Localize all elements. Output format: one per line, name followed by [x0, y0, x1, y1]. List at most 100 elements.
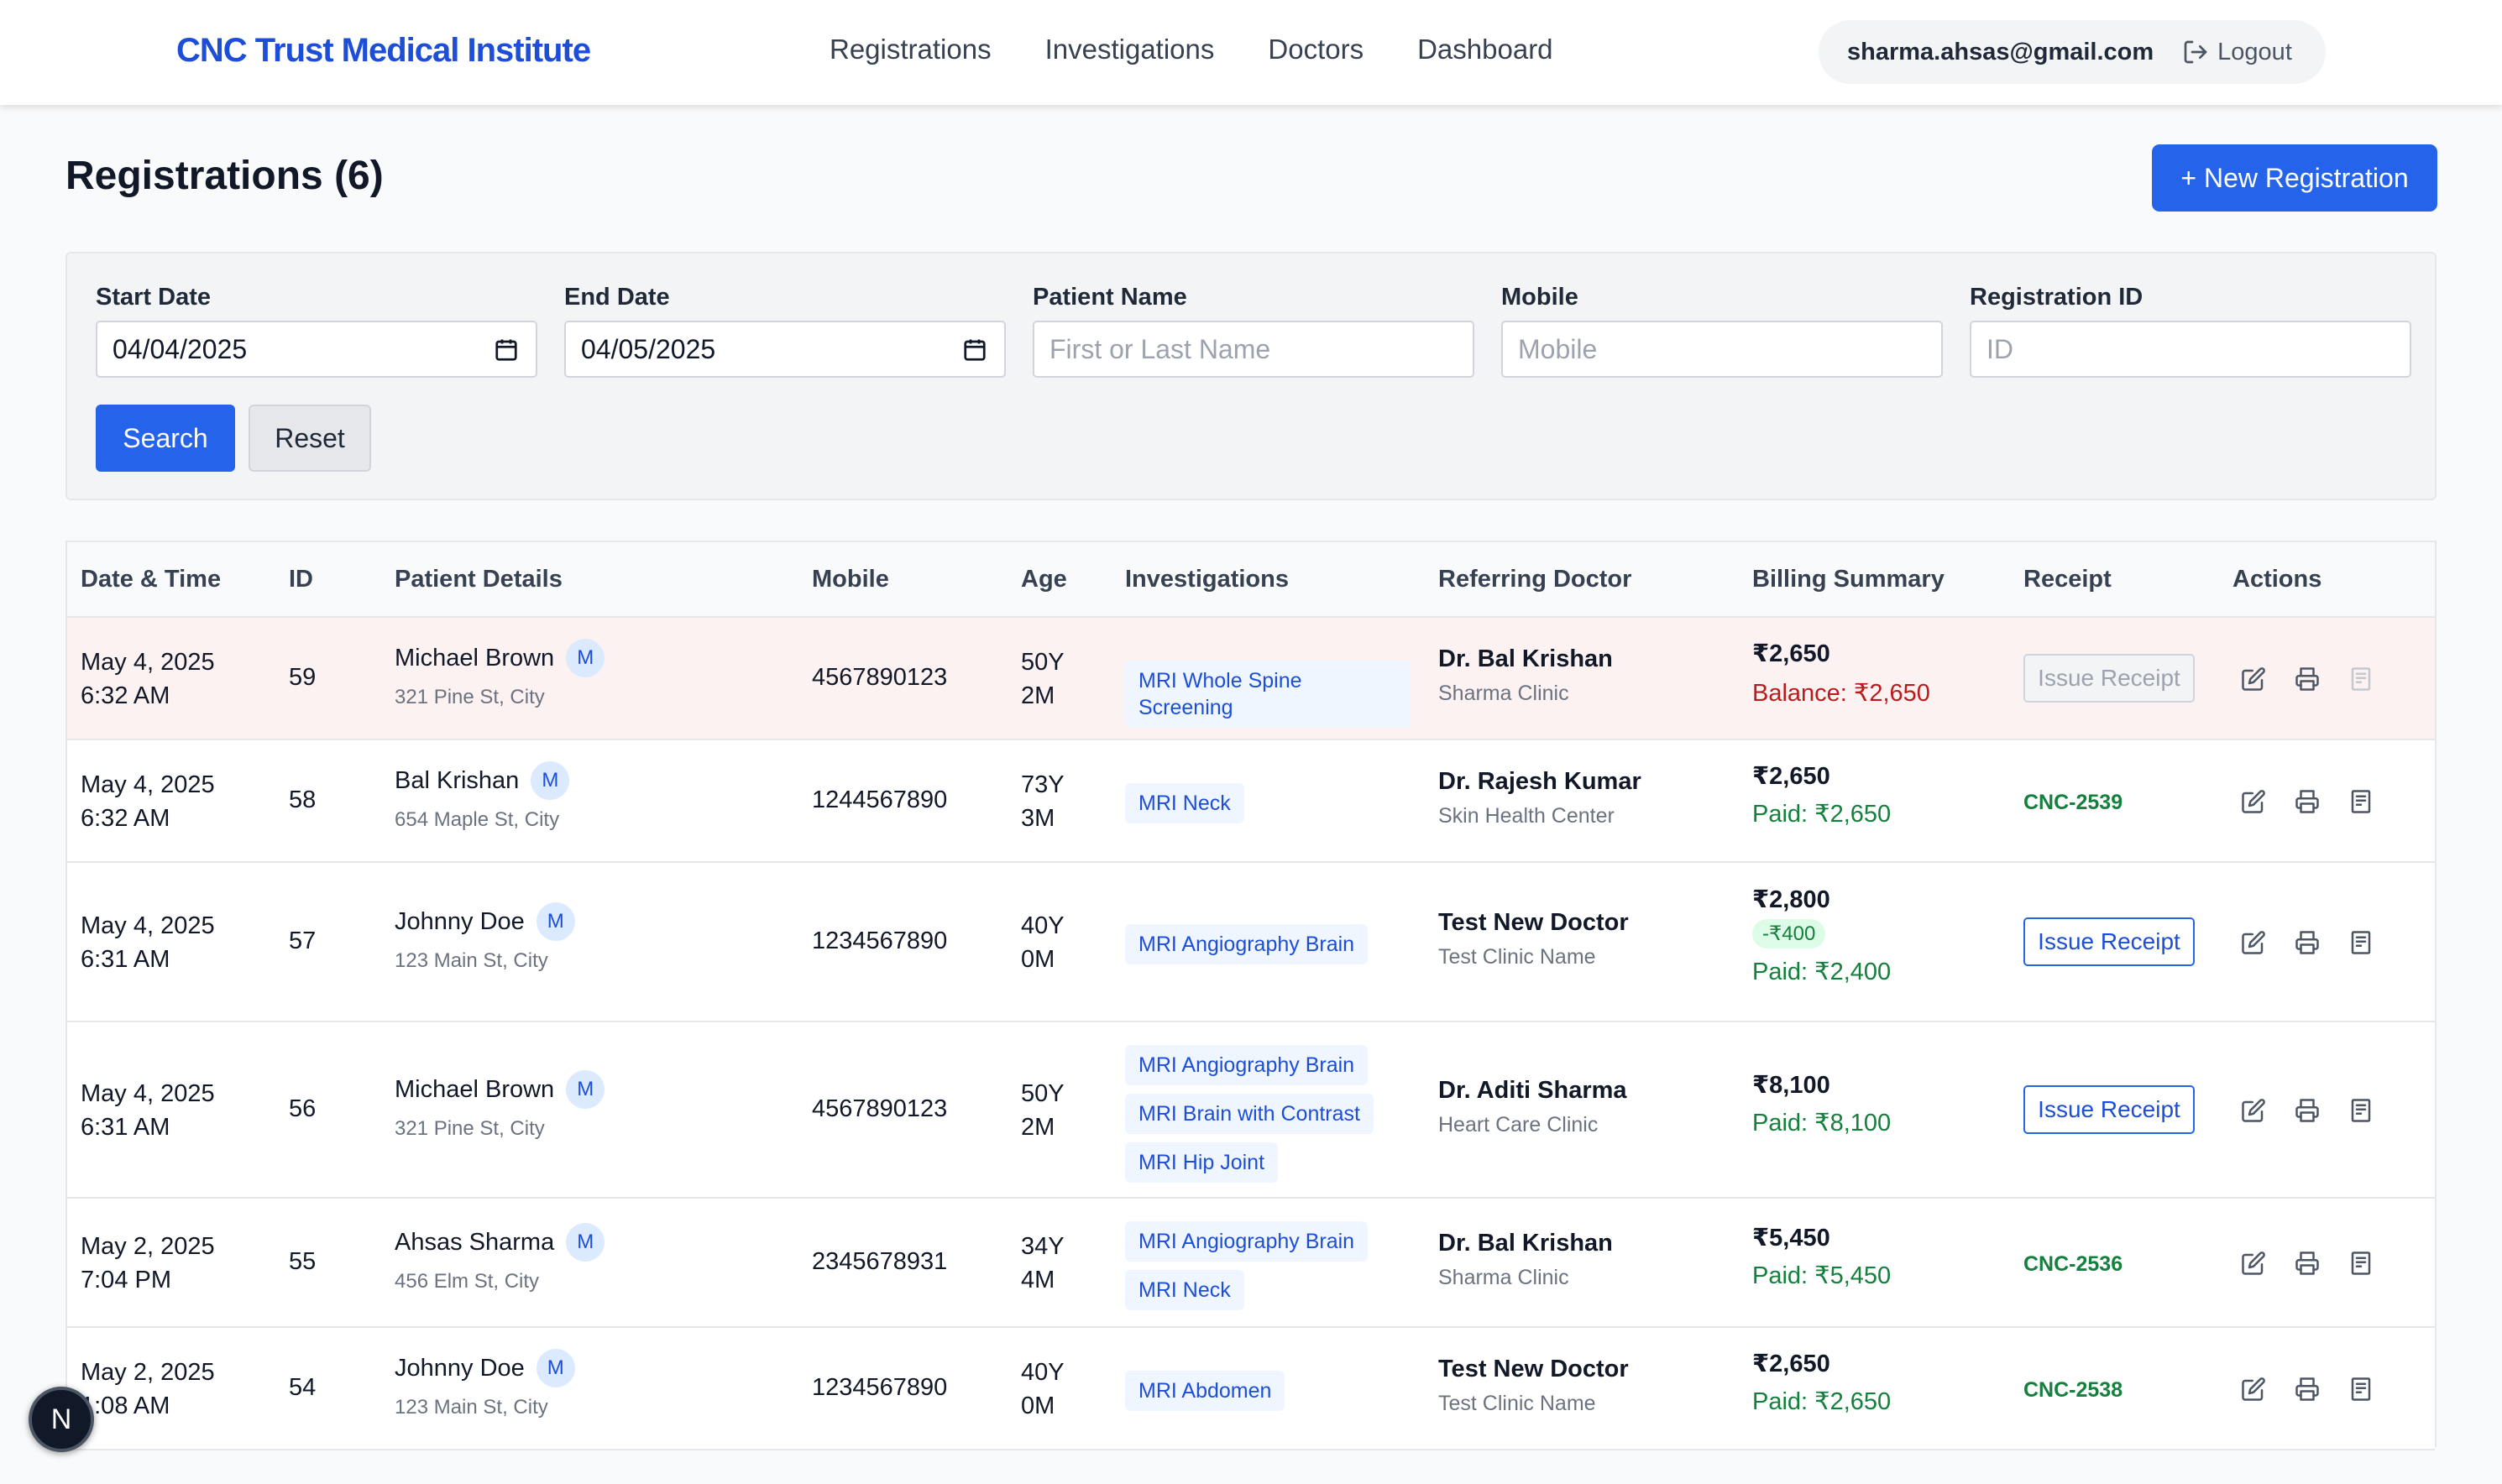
- col-billing-summary: Billing Summary: [1752, 566, 1945, 593]
- age-years: 34Y: [1021, 1233, 1065, 1260]
- receipt-icon[interactable]: [2347, 1375, 2375, 1403]
- age-years: 50Y: [1021, 1080, 1065, 1107]
- row-actions: [2239, 787, 2375, 816]
- patient-age: 50Y 2M: [1021, 1077, 1065, 1144]
- logout-button[interactable]: Logout: [2182, 39, 2292, 66]
- patient-age: 40Y 0M: [1021, 1356, 1065, 1423]
- table-row[interactable]: May 2, 2025 1:08 AM 54 Johnny Doe M 123 Main …: [67, 1328, 2435, 1450]
- reset-button[interactable]: Reset: [249, 405, 371, 472]
- issue-receipt-button[interactable]: Issue Receipt: [2023, 1085, 2195, 1134]
- patient-name[interactable]: Johnny Doe: [395, 1354, 525, 1382]
- registration-id-placeholder: ID: [1986, 333, 2013, 364]
- receipt-cell: CNC-2539: [2023, 788, 2123, 816]
- receipt-cell: CNC-2536: [2023, 1250, 2123, 1278]
- patient-name[interactable]: Michael Brown: [395, 1075, 555, 1103]
- row-actions: [2239, 665, 2375, 693]
- age-months: 2M: [1021, 682, 1055, 709]
- referring-doctor: Dr. Aditi Sharma Heart Care Clinic: [1438, 1077, 1627, 1137]
- patient-age: 40Y 0M: [1021, 909, 1065, 976]
- receipt-icon[interactable]: [2347, 1249, 2375, 1278]
- receipt-cell: Issue Receipt: [2023, 917, 2195, 966]
- calendar-icon[interactable]: [962, 337, 987, 363]
- patient-age: 50Y 2M: [1021, 645, 1065, 713]
- patient-address: 123 Main St, City: [395, 1396, 548, 1419]
- receipt-icon[interactable]: [2347, 787, 2375, 816]
- user-email: sharma.ahsas@gmail.com: [1847, 38, 2154, 65]
- edit-icon[interactable]: [2239, 1249, 2268, 1278]
- date-time: May 4, 2025 6:31 AM: [81, 1077, 215, 1144]
- row-actions: [2239, 1249, 2375, 1278]
- receipt-number[interactable]: CNC-2538: [2023, 1378, 2123, 1402]
- filter-panel: Start Date 04/04/2025 End Date 04/05/202…: [65, 252, 2437, 500]
- print-icon[interactable]: [2293, 928, 2321, 957]
- investigations-list: MRI Whole Spine Screening: [1125, 661, 1411, 736]
- doctor-name: Test New Doctor: [1438, 909, 1629, 936]
- date-time: May 2, 2025 7:04 PM: [81, 1230, 215, 1297]
- edit-icon[interactable]: [2239, 1375, 2268, 1403]
- receipt-number[interactable]: CNC-2539: [2023, 791, 2123, 814]
- patient-details: Michael Brown M 321 Pine St, City: [395, 1070, 605, 1141]
- registration-id-input[interactable]: ID: [1970, 321, 2411, 378]
- mobile-label: Mobile: [1501, 284, 1578, 311]
- receipt-cell: CNC-2538: [2023, 1376, 2123, 1403]
- table-row[interactable]: May 4, 2025 6:32 AM 59 Michael Brown M 321 Pi…: [67, 618, 2435, 740]
- print-icon[interactable]: [2293, 1375, 2321, 1403]
- registrations-table: Date & Time ID Patient Details Mobile Ag…: [65, 541, 2437, 1450]
- print-icon[interactable]: [2293, 1249, 2321, 1278]
- print-icon[interactable]: [2293, 1096, 2321, 1125]
- doctor-name: Dr. Rajesh Kumar: [1438, 768, 1641, 795]
- clinic-name: Sharma Clinic: [1438, 682, 1569, 705]
- calendar-icon[interactable]: [494, 337, 519, 363]
- time: 6:32 AM: [81, 805, 170, 832]
- investigation-tag: MRI Neck: [1125, 1270, 1244, 1310]
- receipt-cell: Issue Receipt: [2023, 654, 2195, 703]
- age-years: 73Y: [1021, 771, 1065, 798]
- table-row[interactable]: May 2, 2025 7:04 PM 55 Ahsas Sharma M 456 Elm…: [67, 1199, 2435, 1328]
- table-row[interactable]: May 4, 2025 6:31 AM 57 Johnny Doe M 123 Main …: [67, 863, 2435, 1022]
- edit-icon[interactable]: [2239, 928, 2268, 957]
- edit-icon[interactable]: [2239, 665, 2268, 693]
- billing-summary: ₹8,100 Paid: ₹8,100: [1752, 1070, 1891, 1137]
- brand-logo[interactable]: CNC Trust Medical Institute: [176, 32, 591, 69]
- search-button[interactable]: Search: [96, 405, 235, 472]
- receipt-icon[interactable]: [2347, 1096, 2375, 1125]
- start-date-input[interactable]: 04/04/2025: [96, 321, 537, 378]
- patient-name[interactable]: Bal Krishan: [395, 766, 520, 794]
- end-date-input[interactable]: 04/05/2025: [564, 321, 1006, 378]
- edit-icon[interactable]: [2239, 1096, 2268, 1125]
- new-registration-button[interactable]: + New Registration: [2152, 144, 2437, 212]
- investigations-list: MRI Angiography Brain MRI Neck: [1125, 1221, 1369, 1319]
- patient-name[interactable]: Ahsas Sharma: [395, 1228, 555, 1256]
- payment-status: Paid: ₹5,450: [1752, 1262, 1892, 1289]
- logout-icon: [2184, 40, 2207, 64]
- patient-name[interactable]: Johnny Doe: [395, 907, 525, 935]
- print-icon[interactable]: [2293, 787, 2321, 816]
- patient-name-label: Patient Name: [1033, 284, 1187, 311]
- nav-doctors[interactable]: Doctors: [1268, 34, 1364, 65]
- edit-icon[interactable]: [2239, 787, 2268, 816]
- nav-investigations[interactable]: Investigations: [1044, 34, 1215, 65]
- patient-name-input[interactable]: First or Last Name: [1033, 321, 1474, 378]
- table-row[interactable]: May 4, 2025 6:31 AM 56 Michael Brown M 321 Pi…: [67, 1022, 2435, 1199]
- investigations-list: MRI Neck: [1125, 783, 1244, 832]
- table-row[interactable]: May 4, 2025 6:32 AM 58 Bal Krishan M 654 Mapl…: [67, 740, 2435, 863]
- mobile-number: 4567890123: [812, 664, 948, 691]
- receipt-number[interactable]: CNC-2536: [2023, 1252, 2123, 1276]
- date-time: May 4, 2025 6:32 AM: [81, 645, 215, 713]
- print-icon[interactable]: [2293, 665, 2321, 693]
- payment-status: Paid: ₹2,650: [1752, 1388, 1892, 1415]
- mobile-input[interactable]: Mobile: [1501, 321, 1943, 378]
- patient-details: Michael Brown M 321 Pine St, City: [395, 639, 605, 709]
- col-investigations: Investigations: [1125, 566, 1289, 593]
- billing-summary: ₹2,800 -₹400 Paid: ₹2,400: [1752, 885, 1891, 986]
- registration-id-label: Registration ID: [1970, 284, 2143, 311]
- patient-address: 321 Pine St, City: [395, 686, 545, 708]
- patient-name[interactable]: Michael Brown: [395, 644, 555, 671]
- issue-receipt-button[interactable]: Issue Receipt: [2023, 654, 2195, 703]
- floating-action-button[interactable]: N: [29, 1387, 94, 1452]
- receipt-icon[interactable]: [2347, 928, 2375, 957]
- nav-registrations[interactable]: Registrations: [830, 34, 992, 65]
- issue-receipt-button[interactable]: Issue Receipt: [2023, 917, 2195, 966]
- age-years: 50Y: [1021, 649, 1065, 676]
- nav-dashboard[interactable]: Dashboard: [1417, 34, 1553, 65]
